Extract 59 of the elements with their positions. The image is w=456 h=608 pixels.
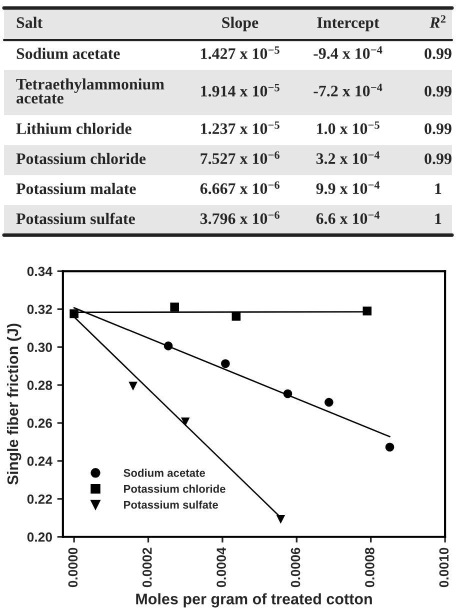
text: 6.6 x 10$^{−4}$ [316, 211, 380, 224]
text: Intercept [317, 17, 380, 32]
text: 0.99 [424, 153, 452, 164]
text: 1.237 x 10$^{−5}$ [201, 121, 280, 134]
text: 3.2 x 10$^{−4}$ [316, 151, 380, 164]
y-tick-label: 0.26 [27, 418, 52, 428]
point [180, 417, 190, 426]
text: 0.99 [424, 48, 452, 60]
text: 1.914 x 10$^{−5}$ [201, 84, 280, 97]
text: Tetraethylammonium acetate [16, 78, 164, 104]
point [283, 389, 292, 398]
text: 1.427 x 10$^{−5}$ [201, 46, 280, 60]
text: Sodium acetate [16, 48, 120, 60]
y-tick-label: 0.34 [27, 266, 52, 276]
text: R$^{2}$ [430, 15, 446, 28]
y-tick-label: 0.20 [27, 532, 52, 542]
text: Salt [16, 16, 43, 28]
x-tick-label: 0.0002 [142, 548, 152, 588]
point [232, 312, 241, 321]
point [164, 342, 173, 350]
text: -9.4 x 10$^{−4}$ [314, 46, 382, 59]
y-tick-label: 0.22 [27, 494, 52, 504]
text: 0.99 [424, 123, 452, 134]
point [70, 309, 78, 318]
x-tick-label: 0.0004 [216, 547, 226, 588]
text: 0.99 [424, 86, 452, 97]
text: 6.667 x 10$^{−6}$ [200, 181, 280, 194]
text: -7.2 x 10$^{−4}$ [314, 84, 382, 97]
text: 1.0 x 10$^{−5}$ [317, 121, 380, 134]
x-tick-label: 0.0000 [68, 548, 78, 588]
point [170, 302, 179, 312]
legend-label: Potassium sulfate [124, 500, 218, 509]
legend-label: Potassium chloride [124, 484, 226, 493]
point [221, 359, 230, 368]
text: Potassium sulfate [16, 212, 135, 224]
point [362, 306, 372, 316]
text: 1 [435, 213, 442, 224]
text: 9.9 x 10$^{−4}$ [316, 181, 380, 194]
x-tick-label: 0.0008 [365, 548, 374, 588]
text: Lithium chloride [16, 122, 132, 134]
text: 3.796 x 10$^{−6}$ [200, 211, 280, 224]
point [276, 515, 286, 524]
x-axis-title: Moles per gram of treated cotton [136, 593, 372, 608]
y-tick-label: 0.28 [27, 380, 52, 390]
y-axis-title: Single fiber friction (J) [6, 324, 22, 485]
text: 1 [435, 183, 442, 194]
point [324, 398, 334, 407]
x-tick-label: 0.0010 [439, 548, 449, 588]
y-tick-label: 0.30 [27, 342, 52, 352]
x-tick-label: 0.0006 [290, 548, 300, 588]
text: 7.527 x 10$^{−6}$ [200, 151, 280, 164]
text: Slope [222, 16, 258, 32]
point [128, 382, 138, 391]
text: Potassium chloride [16, 152, 146, 164]
legend-label: Sodium acetate [124, 468, 206, 477]
point [385, 442, 394, 452]
y-tick-label: 0.24 [27, 456, 52, 466]
y-tick-label: 0.32 [27, 304, 52, 314]
text: Potassium malate [16, 182, 136, 194]
